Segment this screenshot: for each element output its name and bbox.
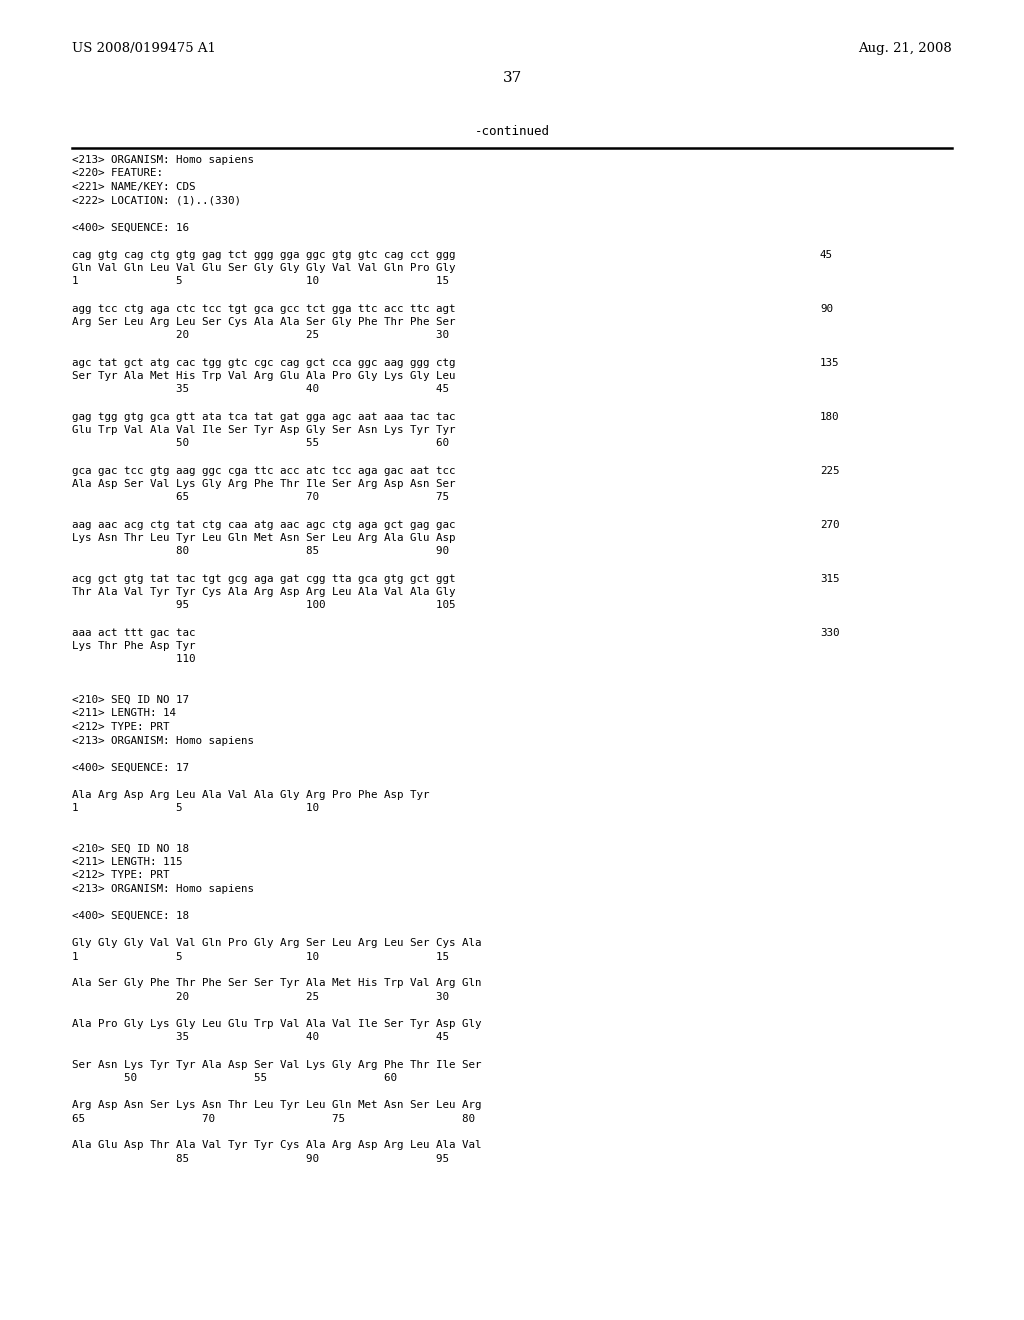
Text: acg gct gtg tat tac tgt gcg aga gat cgg tta gca gtg gct ggt: acg gct gtg tat tac tgt gcg aga gat cgg … (72, 573, 456, 583)
Text: 50                  55                  60: 50 55 60 (72, 1073, 397, 1082)
Text: 20                  25                  30: 20 25 30 (72, 330, 449, 341)
Text: Ala Ser Gly Phe Thr Phe Ser Ser Tyr Ala Met His Trp Val Arg Gln: Ala Ser Gly Phe Thr Phe Ser Ser Tyr Ala … (72, 978, 481, 989)
Text: gag tgg gtg gca gtt ata tca tat gat gga agc aat aaa tac tac: gag tgg gtg gca gtt ata tca tat gat gga … (72, 412, 456, 421)
Text: US 2008/0199475 A1: US 2008/0199475 A1 (72, 42, 216, 55)
Text: 45: 45 (820, 249, 833, 260)
Text: 35                  40                  45: 35 40 45 (72, 1032, 449, 1043)
Text: 225: 225 (820, 466, 840, 475)
Text: <400> SEQUENCE: 16: <400> SEQUENCE: 16 (72, 223, 189, 232)
Text: aag aac acg ctg tat ctg caa atg aac agc ctg aga gct gag gac: aag aac acg ctg tat ctg caa atg aac agc … (72, 520, 456, 529)
Text: <212> TYPE: PRT: <212> TYPE: PRT (72, 722, 170, 733)
Text: cag gtg cag ctg gtg gag tct ggg gga ggc gtg gtc cag cct ggg: cag gtg cag ctg gtg gag tct ggg gga ggc … (72, 249, 456, 260)
Text: 135: 135 (820, 358, 840, 367)
Text: 20                  25                  30: 20 25 30 (72, 993, 449, 1002)
Text: 1               5                   10                  15: 1 5 10 15 (72, 276, 449, 286)
Text: 95                  100                 105: 95 100 105 (72, 601, 456, 610)
Text: 180: 180 (820, 412, 840, 421)
Text: 65                  70                  75                  80: 65 70 75 80 (72, 1114, 475, 1123)
Text: 50                  55                  60: 50 55 60 (72, 438, 449, 449)
Text: <221> NAME/KEY: CDS: <221> NAME/KEY: CDS (72, 182, 196, 191)
Text: aaa act ttt gac tac: aaa act ttt gac tac (72, 627, 196, 638)
Text: Ala Glu Asp Thr Ala Val Tyr Tyr Cys Ala Arg Asp Arg Leu Ala Val: Ala Glu Asp Thr Ala Val Tyr Tyr Cys Ala … (72, 1140, 481, 1151)
Text: <210> SEQ ID NO 17: <210> SEQ ID NO 17 (72, 696, 189, 705)
Text: agg tcc ctg aga ctc tcc tgt gca gcc tct gga ttc acc ttc agt: agg tcc ctg aga ctc tcc tgt gca gcc tct … (72, 304, 456, 314)
Text: Arg Ser Leu Arg Leu Ser Cys Ala Ala Ser Gly Phe Thr Phe Ser: Arg Ser Leu Arg Leu Ser Cys Ala Ala Ser … (72, 317, 456, 327)
Text: 110: 110 (72, 655, 196, 664)
Text: <222> LOCATION: (1)..(330): <222> LOCATION: (1)..(330) (72, 195, 241, 206)
Text: Ser Asn Lys Tyr Tyr Ala Asp Ser Val Lys Gly Arg Phe Thr Ile Ser: Ser Asn Lys Tyr Tyr Ala Asp Ser Val Lys … (72, 1060, 481, 1069)
Text: 85                  90                  95: 85 90 95 (72, 1154, 449, 1164)
Text: <212> TYPE: PRT: <212> TYPE: PRT (72, 870, 170, 880)
Text: -continued: -continued (474, 125, 550, 139)
Text: <213> ORGANISM: Homo sapiens: <213> ORGANISM: Homo sapiens (72, 884, 254, 894)
Text: Ser Tyr Ala Met His Trp Val Arg Glu Ala Pro Gly Lys Gly Leu: Ser Tyr Ala Met His Trp Val Arg Glu Ala … (72, 371, 456, 381)
Text: <220> FEATURE:: <220> FEATURE: (72, 169, 163, 178)
Text: 330: 330 (820, 627, 840, 638)
Text: 315: 315 (820, 573, 840, 583)
Text: <400> SEQUENCE: 17: <400> SEQUENCE: 17 (72, 763, 189, 772)
Text: 1               5                   10                  15: 1 5 10 15 (72, 952, 449, 961)
Text: Ala Arg Asp Arg Leu Ala Val Ala Gly Arg Pro Phe Asp Tyr: Ala Arg Asp Arg Leu Ala Val Ala Gly Arg … (72, 789, 429, 800)
Text: <211> LENGTH: 115: <211> LENGTH: 115 (72, 857, 182, 867)
Text: <400> SEQUENCE: 18: <400> SEQUENCE: 18 (72, 911, 189, 921)
Text: 1               5                   10: 1 5 10 (72, 803, 319, 813)
Text: Lys Thr Phe Asp Tyr: Lys Thr Phe Asp Tyr (72, 642, 196, 651)
Text: 65                  70                  75: 65 70 75 (72, 492, 449, 503)
Text: Gly Gly Gly Val Val Gln Pro Gly Arg Ser Leu Arg Leu Ser Cys Ala: Gly Gly Gly Val Val Gln Pro Gly Arg Ser … (72, 939, 481, 948)
Text: 37: 37 (503, 71, 521, 84)
Text: Thr Ala Val Tyr Tyr Cys Ala Arg Asp Arg Leu Ala Val Ala Gly: Thr Ala Val Tyr Tyr Cys Ala Arg Asp Arg … (72, 587, 456, 597)
Text: Ala Pro Gly Lys Gly Leu Glu Trp Val Ala Val Ile Ser Tyr Asp Gly: Ala Pro Gly Lys Gly Leu Glu Trp Val Ala … (72, 1019, 481, 1030)
Text: Aug. 21, 2008: Aug. 21, 2008 (858, 42, 952, 55)
Text: 270: 270 (820, 520, 840, 529)
Text: Arg Asp Asn Ser Lys Asn Thr Leu Tyr Leu Gln Met Asn Ser Leu Arg: Arg Asp Asn Ser Lys Asn Thr Leu Tyr Leu … (72, 1100, 481, 1110)
Text: gca gac tcc gtg aag ggc cga ttc acc atc tcc aga gac aat tcc: gca gac tcc gtg aag ggc cga ttc acc atc … (72, 466, 456, 475)
Text: 90: 90 (820, 304, 833, 314)
Text: agc tat gct atg cac tgg gtc cgc cag gct cca ggc aag ggg ctg: agc tat gct atg cac tgg gtc cgc cag gct … (72, 358, 456, 367)
Text: Gln Val Gln Leu Val Glu Ser Gly Gly Gly Val Val Gln Pro Gly: Gln Val Gln Leu Val Glu Ser Gly Gly Gly … (72, 263, 456, 273)
Text: <210> SEQ ID NO 18: <210> SEQ ID NO 18 (72, 843, 189, 854)
Text: <211> LENGTH: 14: <211> LENGTH: 14 (72, 709, 176, 718)
Text: 35                  40                  45: 35 40 45 (72, 384, 449, 395)
Text: 80                  85                  90: 80 85 90 (72, 546, 449, 557)
Text: <213> ORGANISM: Homo sapiens: <213> ORGANISM: Homo sapiens (72, 154, 254, 165)
Text: Glu Trp Val Ala Val Ile Ser Tyr Asp Gly Ser Asn Lys Tyr Tyr: Glu Trp Val Ala Val Ile Ser Tyr Asp Gly … (72, 425, 456, 436)
Text: Lys Asn Thr Leu Tyr Leu Gln Met Asn Ser Leu Arg Ala Glu Asp: Lys Asn Thr Leu Tyr Leu Gln Met Asn Ser … (72, 533, 456, 543)
Text: <213> ORGANISM: Homo sapiens: <213> ORGANISM: Homo sapiens (72, 735, 254, 746)
Text: Ala Asp Ser Val Lys Gly Arg Phe Thr Ile Ser Arg Asp Asn Ser: Ala Asp Ser Val Lys Gly Arg Phe Thr Ile … (72, 479, 456, 488)
